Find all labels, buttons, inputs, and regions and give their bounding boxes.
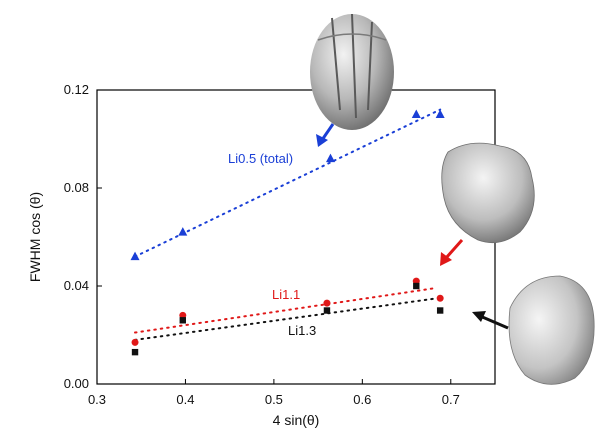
- point-square: [323, 307, 331, 314]
- point-square: [131, 348, 139, 356]
- particle-render-li13: [508, 275, 595, 385]
- x-tick-label: 0.6: [353, 392, 371, 407]
- point-triangle: [435, 109, 445, 118]
- label-li05: Li0.5 (total): [228, 151, 293, 166]
- point-square: [179, 317, 186, 324]
- y-tick-label: 0.00: [64, 376, 89, 391]
- x-axis-title: 4 sin(θ): [273, 412, 320, 428]
- x-tick-label: 0.7: [442, 392, 460, 407]
- point-square: [436, 307, 444, 314]
- x-tick-label: 0.3: [88, 392, 106, 407]
- arrow-black: [472, 311, 509, 330]
- point-triangle: [411, 109, 421, 118]
- point-square: [413, 282, 420, 290]
- particle-render-li05: [310, 13, 394, 130]
- point-circle: [131, 338, 139, 346]
- fit-line-li1-3: [134, 297, 439, 341]
- label-li11: Li1.1: [272, 287, 300, 302]
- point-circle: [323, 299, 331, 307]
- plot-frame: [96, 89, 496, 385]
- y-tick-label: 0.12: [64, 82, 89, 97]
- point-circle: [436, 294, 444, 302]
- x-tick-label: 0.4: [176, 392, 194, 407]
- data-points: [130, 109, 445, 356]
- fit-lines: [134, 108, 442, 341]
- point-triangle: [130, 251, 140, 261]
- arrow-blue: [316, 123, 335, 147]
- x-axis-ticks: 0.3 0.4 0.5 0.6 0.7: [88, 379, 460, 407]
- y-tick-label: 0.08: [64, 180, 89, 195]
- point-triangle: [178, 227, 188, 236]
- fit-line-li0-5-total-: [134, 108, 442, 258]
- y-tick-label: 0.04: [64, 278, 89, 293]
- y-axis-ticks: 0.00 0.04 0.08 0.12: [64, 82, 102, 391]
- y-axis-title: FWHM cos (θ): [27, 192, 43, 282]
- particle-render-li11: [441, 142, 535, 244]
- arrow-red: [440, 239, 464, 266]
- point-triangle: [325, 153, 335, 163]
- x-tick-label: 0.5: [265, 392, 283, 407]
- fit-line-li1-1: [134, 287, 435, 334]
- label-li13: Li1.3: [288, 323, 316, 338]
